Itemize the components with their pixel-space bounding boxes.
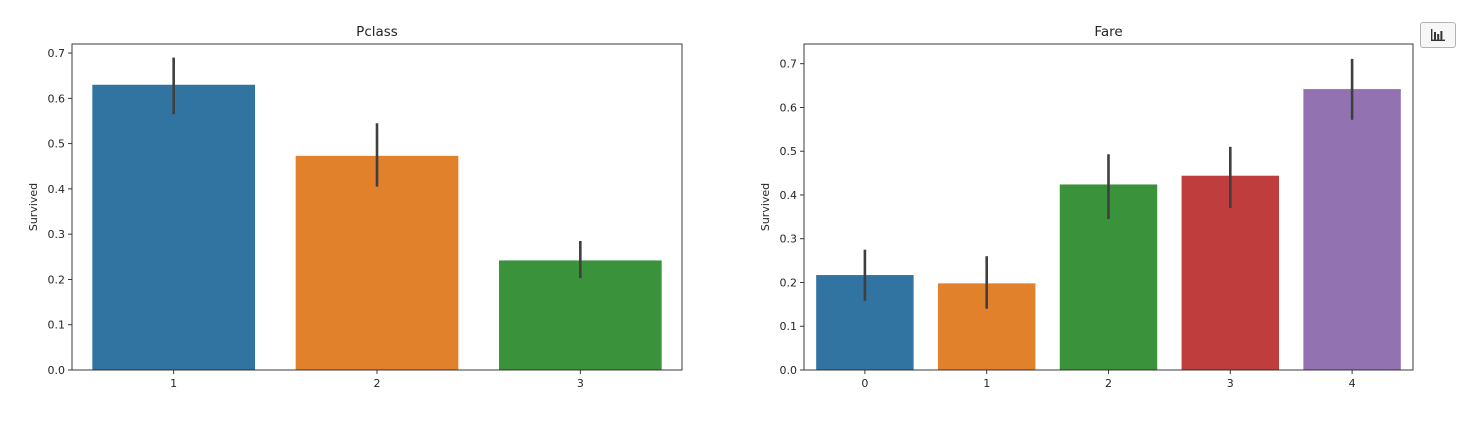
chart-title: Pclass	[356, 24, 398, 40]
y-axis-label: Survived	[759, 183, 772, 231]
y-axis-label: Survived	[27, 183, 40, 231]
y-tick-label: 0.3	[780, 233, 798, 246]
x-tick-label: 4	[1349, 377, 1356, 390]
y-tick-label: 0.2	[48, 273, 66, 286]
x-tick-label: 3	[577, 377, 584, 390]
y-tick-label: 0.6	[780, 101, 798, 114]
bar-1	[92, 84, 255, 370]
y-tick-label: 0.7	[780, 58, 798, 71]
bar-3	[499, 260, 662, 370]
y-tick-label: 0.1	[780, 320, 798, 333]
y-tick-label: 0.4	[780, 189, 798, 202]
x-tick-label: 3	[1227, 377, 1234, 390]
y-tick-label: 0.5	[780, 145, 798, 158]
chart-1: 0.0 0.1 0.2 0.3 0.4 0.5 0.6 0.7 0 1 2 3 4 Fare Survive…	[759, 24, 1414, 390]
x-tick-label: 2	[374, 377, 381, 390]
chart-title: Fare	[1094, 24, 1122, 40]
chart-view-button[interactable]	[1420, 22, 1456, 48]
y-tick-label: 0.1	[48, 319, 66, 332]
bar-chart-icon	[1431, 29, 1445, 41]
y-tick-label: 0.7	[48, 47, 66, 60]
y-tick-label: 0.3	[48, 228, 66, 241]
x-tick-label: 2	[1105, 377, 1112, 390]
y-tick-label: 0.0	[48, 364, 66, 377]
chart-0: 0.0 0.1 0.2 0.3 0.4 0.5 0.6 0.7 1 2 3 Pclass Survive…	[27, 24, 683, 390]
bar-2	[295, 155, 459, 370]
x-tick-label: 1	[170, 377, 177, 390]
x-tick-label: 1	[983, 377, 990, 390]
y-tick-label: 0.4	[48, 183, 66, 196]
y-tick-label: 0.6	[48, 92, 66, 105]
y-tick-label: 0.5	[48, 138, 66, 151]
y-tick-label: 0.2	[780, 276, 798, 289]
y-tick-label: 0.0	[780, 364, 798, 377]
x-tick-label: 0	[861, 377, 868, 390]
bar-4	[1303, 89, 1401, 371]
